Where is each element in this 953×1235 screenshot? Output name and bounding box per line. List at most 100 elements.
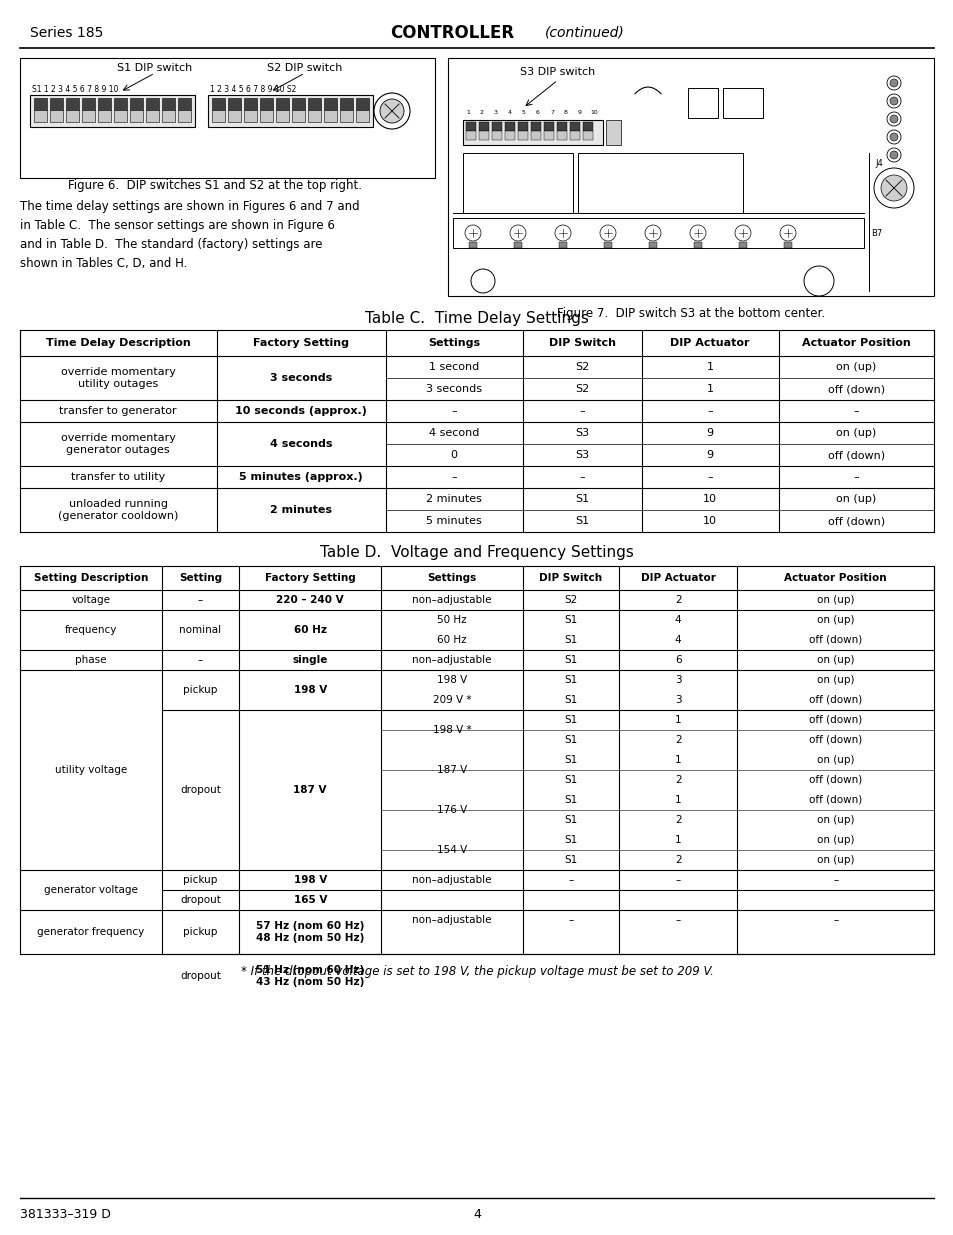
Circle shape xyxy=(886,130,900,144)
Text: 7: 7 xyxy=(550,110,554,115)
Bar xyxy=(478,131,489,140)
Text: pickup: pickup xyxy=(183,876,217,885)
Bar xyxy=(292,110,305,122)
Text: Factory Setting: Factory Setting xyxy=(253,338,349,348)
Bar xyxy=(208,95,373,127)
Text: S1: S1 xyxy=(563,795,577,805)
Text: 4: 4 xyxy=(674,635,680,645)
Bar xyxy=(739,242,746,248)
Text: 10: 10 xyxy=(702,516,717,526)
Text: off (down): off (down) xyxy=(808,735,862,745)
Text: S1 DIP switch: S1 DIP switch xyxy=(117,63,193,73)
Text: –: – xyxy=(578,472,584,482)
Bar xyxy=(98,98,111,110)
Bar xyxy=(687,88,718,119)
Text: 50 Hz: 50 Hz xyxy=(436,615,466,625)
Bar xyxy=(212,110,225,122)
Bar xyxy=(260,110,273,122)
Text: DIP Actuator: DIP Actuator xyxy=(640,573,715,583)
Text: 154 V: 154 V xyxy=(436,845,467,855)
Text: –: – xyxy=(675,876,680,885)
Bar xyxy=(465,131,476,140)
Circle shape xyxy=(886,112,900,126)
Text: 9: 9 xyxy=(706,429,713,438)
Circle shape xyxy=(780,225,795,241)
Bar xyxy=(569,131,579,140)
Bar xyxy=(722,88,762,119)
Bar xyxy=(324,98,336,110)
Text: 10: 10 xyxy=(590,110,598,115)
Bar xyxy=(582,131,593,140)
Text: –: – xyxy=(832,915,838,925)
Bar xyxy=(20,58,435,178)
Bar xyxy=(355,98,369,110)
Bar xyxy=(543,131,554,140)
Text: S3 DIP switch: S3 DIP switch xyxy=(519,67,595,77)
Text: on (up): on (up) xyxy=(836,362,876,372)
Text: Figure 6.  DIP switches S1 and S2 at the top right.: Figure 6. DIP switches S1 and S2 at the … xyxy=(68,179,361,191)
Bar xyxy=(260,98,273,110)
Text: –: – xyxy=(853,406,859,416)
Bar xyxy=(517,131,527,140)
Bar xyxy=(244,110,256,122)
Circle shape xyxy=(889,79,897,86)
Bar xyxy=(448,58,933,296)
Text: S2: S2 xyxy=(575,362,589,372)
Circle shape xyxy=(599,225,616,241)
Text: pickup: pickup xyxy=(183,927,217,937)
Text: DIP Switch: DIP Switch xyxy=(538,573,601,583)
Text: off (down): off (down) xyxy=(808,715,862,725)
Bar xyxy=(212,98,225,110)
Text: unloaded running
(generator cooldown): unloaded running (generator cooldown) xyxy=(58,499,178,521)
Circle shape xyxy=(889,151,897,159)
Text: 60 Hz: 60 Hz xyxy=(436,635,466,645)
Bar xyxy=(492,131,501,140)
Circle shape xyxy=(464,225,480,241)
Text: DIP Actuator: DIP Actuator xyxy=(670,338,749,348)
Text: Figure 7.  DIP switch S3 at the bottom center.: Figure 7. DIP switch S3 at the bottom ce… xyxy=(557,308,824,321)
Text: 176 V: 176 V xyxy=(436,805,467,815)
Text: 9: 9 xyxy=(706,450,713,459)
Text: 2 minutes: 2 minutes xyxy=(270,505,332,515)
Text: 4: 4 xyxy=(674,615,680,625)
Text: 2: 2 xyxy=(674,855,680,864)
Text: 5 minutes: 5 minutes xyxy=(426,516,481,526)
Text: 1: 1 xyxy=(674,715,680,725)
Text: S1: S1 xyxy=(563,735,577,745)
Text: 2: 2 xyxy=(674,595,680,605)
Text: –: – xyxy=(853,472,859,482)
Text: on (up): on (up) xyxy=(816,655,854,664)
Text: frequency: frequency xyxy=(65,625,117,635)
Text: 220 – 240 V: 220 – 240 V xyxy=(276,595,344,605)
Text: transfer to utility: transfer to utility xyxy=(71,472,165,482)
Text: 2: 2 xyxy=(674,735,680,745)
Text: Factory Setting: Factory Setting xyxy=(265,573,355,583)
Circle shape xyxy=(886,148,900,162)
Circle shape xyxy=(889,133,897,141)
Bar xyxy=(130,110,143,122)
Bar xyxy=(20,566,933,590)
Text: –: – xyxy=(706,472,712,482)
Bar xyxy=(543,122,554,131)
Bar xyxy=(130,98,143,110)
Bar xyxy=(578,153,742,212)
Text: single: single xyxy=(293,655,328,664)
Text: dropout: dropout xyxy=(180,895,221,905)
Text: off (down): off (down) xyxy=(808,776,862,785)
Bar xyxy=(66,98,79,110)
Text: 1: 1 xyxy=(674,795,680,805)
Text: override momentary
utility outages: override momentary utility outages xyxy=(61,367,175,389)
Text: 1: 1 xyxy=(674,835,680,845)
Text: 4: 4 xyxy=(473,1209,480,1221)
Text: phase: phase xyxy=(75,655,107,664)
Text: on (up): on (up) xyxy=(816,855,854,864)
Text: override momentary
generator outages: override momentary generator outages xyxy=(61,433,175,454)
Circle shape xyxy=(886,77,900,90)
Bar xyxy=(82,110,95,122)
Text: –: – xyxy=(451,406,456,416)
Text: S1: S1 xyxy=(563,676,577,685)
Text: (continued): (continued) xyxy=(544,26,624,40)
Text: S1: S1 xyxy=(563,835,577,845)
Bar xyxy=(531,131,540,140)
Text: generator frequency: generator frequency xyxy=(37,927,144,937)
